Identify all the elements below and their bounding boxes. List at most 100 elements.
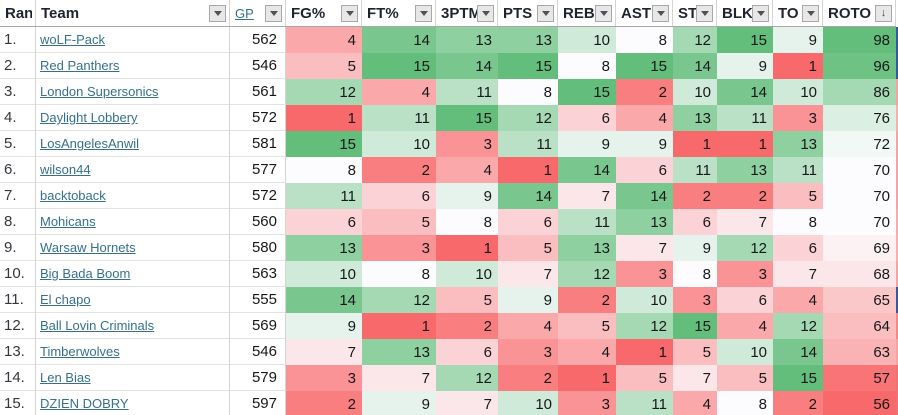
filter-dropdown-icon-pts[interactable] — [537, 4, 554, 22]
stat-cell-ast: 4 — [616, 105, 673, 131]
table-row: 2. Red Panthers 546 5 15 14 15 8 15 14 9 1 96 — [0, 53, 896, 79]
stat-cell-reb: 3 — [558, 391, 616, 415]
stat-cell-blk: 2 — [717, 183, 773, 209]
gp-cell: 546 — [230, 339, 286, 365]
team-link[interactable]: Ball Lovin Criminals — [40, 318, 155, 333]
sliver-segment — [896, 105, 898, 131]
stat-cell-fg_pct: 4 — [286, 27, 362, 53]
stat-cell-st: 13 — [673, 105, 717, 131]
team-link[interactable]: woLF-Pack — [40, 32, 106, 47]
header-cell-three_ptm: 3PTM — [436, 0, 498, 26]
sliver-segment — [896, 261, 898, 287]
team-cell: Daylight Lobbery — [36, 105, 230, 131]
team-link[interactable]: El chapo — [40, 292, 91, 307]
filter-dropdown-icon-gp[interactable] — [265, 4, 282, 22]
stat-cell-reb: 12 — [558, 261, 616, 287]
stat-cell-ast: 11 — [616, 391, 673, 415]
table-row: 7. backtoback 572 11 6 9 14 7 14 2 2 5 70 — [0, 183, 896, 209]
filter-dropdown-icon-ft_pct[interactable] — [415, 4, 432, 22]
stat-cell-reb: 10 — [558, 27, 616, 53]
filter-dropdown-icon-to[interactable] — [802, 4, 819, 22]
team-link[interactable]: backtoback — [40, 188, 106, 203]
sliver-segment — [896, 209, 898, 235]
filter-dropdown-icon-team[interactable] — [209, 4, 226, 22]
dropdown-arrow-icon — [756, 10, 765, 16]
header-label-ft_pct: FT% — [367, 4, 399, 22]
table-row: 6. wilson44 577 8 2 4 1 14 6 11 13 11 70 — [0, 157, 896, 183]
team-cell: LosAngelesAnwil — [36, 131, 230, 157]
filter-dropdown-icon-blk[interactable] — [752, 4, 769, 22]
sort-descending-icon-roto[interactable]: ↓ — [875, 4, 892, 22]
table-row: 12. Ball Lovin Criminals 569 9 1 2 4 5 12 15 4 12 64 — [0, 313, 896, 339]
stat-cell-reb: 11 — [558, 209, 616, 235]
header-label-roto: ROTO — [828, 4, 872, 22]
sliver-segment — [896, 27, 898, 53]
roto-cell: 70 — [823, 183, 896, 209]
team-link[interactable]: Timberwolves — [40, 344, 120, 359]
team-cell: backtoback — [36, 183, 230, 209]
header-label-ast: AST — [621, 4, 651, 22]
filter-dropdown-icon-reb[interactable] — [595, 4, 612, 22]
team-link[interactable]: Warsaw Hornets — [40, 240, 136, 255]
team-link[interactable]: Daylight Lobbery — [40, 110, 138, 125]
sliver-segment — [896, 157, 898, 183]
sliver-segment — [896, 339, 898, 365]
header-row: Ran Team GP FG% FT% 3PTM PTS REB AST ST BLK TO ROTO ↓ — [0, 0, 896, 27]
table-row: 13. Timberwolves 546 7 13 6 3 4 1 5 10 14 63 — [0, 339, 896, 365]
stat-cell-fg_pct: 6 — [286, 209, 362, 235]
team-link[interactable]: Mohicans — [40, 214, 96, 229]
filter-dropdown-icon-ast[interactable] — [652, 4, 669, 22]
gp-cell: 577 — [230, 157, 286, 183]
team-cell: wilson44 — [36, 157, 230, 183]
stat-cell-pts: 5 — [498, 235, 558, 261]
stat-cell-ast: 8 — [616, 27, 673, 53]
header-label-team: Team — [41, 4, 80, 22]
stat-cell-three_ptm: 5 — [436, 287, 498, 313]
filter-dropdown-icon-fg_pct[interactable] — [341, 4, 358, 22]
stat-cell-three_ptm: 12 — [436, 365, 498, 391]
team-link[interactable]: wilson44 — [40, 162, 91, 177]
sliver-segment — [896, 183, 898, 209]
stat-cell-st: 11 — [673, 157, 717, 183]
header-cell-to: TO — [773, 0, 823, 26]
stat-cell-blk: 11 — [717, 105, 773, 131]
stat-cell-fg_pct: 12 — [286, 79, 362, 105]
team-link[interactable]: Red Panthers — [40, 58, 120, 73]
stat-cell-to: 14 — [773, 339, 823, 365]
stat-cell-to: 10 — [773, 79, 823, 105]
stat-cell-reb: 14 — [558, 157, 616, 183]
team-link[interactable]: Big Bada Boom — [40, 266, 131, 281]
table-row: 15. DZIEN DOBRY 597 2 9 7 10 3 11 4 8 2 56 — [0, 391, 896, 415]
header-cell-roto: ROTO ↓ — [823, 0, 896, 26]
stat-cell-to: 3 — [773, 105, 823, 131]
stat-cell-to: 13 — [773, 131, 823, 157]
rank-cell: 6. — [0, 157, 36, 183]
dropdown-arrow-icon — [656, 10, 665, 16]
header-label-gp[interactable]: GP — [235, 5, 254, 21]
roto-cell: 70 — [823, 157, 896, 183]
stat-cell-blk: 5 — [717, 365, 773, 391]
team-cell: El chapo — [36, 287, 230, 313]
stat-cell-st: 2 — [673, 183, 717, 209]
filter-dropdown-icon-three_ptm[interactable] — [477, 4, 494, 22]
stat-cell-ft_pct: 9 — [362, 391, 436, 415]
stat-cell-ft_pct: 8 — [362, 261, 436, 287]
team-link[interactable]: DZIEN DOBRY — [40, 396, 129, 411]
rank-cell: 13. — [0, 339, 36, 365]
team-link[interactable]: LosAngelesAnwil — [40, 136, 140, 151]
rank-cell: 2. — [0, 53, 36, 79]
team-cell: Red Panthers — [36, 53, 230, 79]
team-link[interactable]: London Supersonics — [40, 84, 159, 99]
stat-cell-blk: 9 — [717, 53, 773, 79]
stat-cell-ft_pct: 5 — [362, 209, 436, 235]
header-cell-ft_pct: FT% — [362, 0, 436, 26]
dropdown-arrow-icon — [213, 10, 222, 16]
team-link[interactable]: Len Bias — [40, 370, 91, 385]
next-column-sliver — [896, 0, 898, 415]
roto-cell: 69 — [823, 235, 896, 261]
stat-cell-ast: 7 — [616, 235, 673, 261]
filter-dropdown-icon-st[interactable] — [696, 4, 713, 22]
gp-cell: 560 — [230, 209, 286, 235]
stat-cell-reb: 5 — [558, 313, 616, 339]
stat-cell-st: 4 — [673, 391, 717, 415]
